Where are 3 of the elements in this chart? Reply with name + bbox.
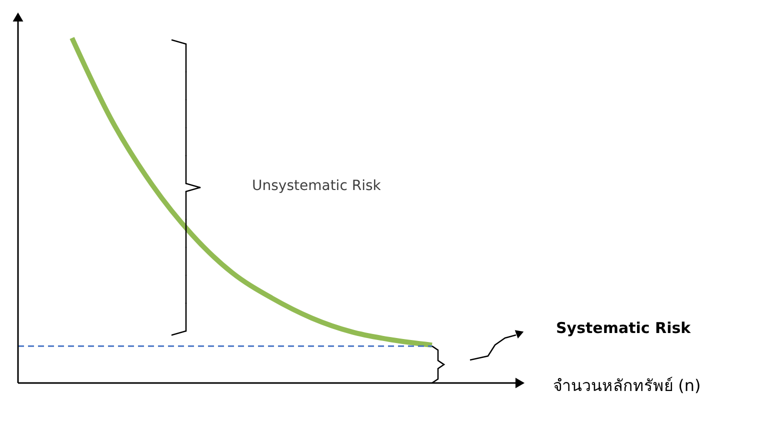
text: จำนวนหลักทรัพย์ (n) — [553, 376, 701, 395]
annotation: Unsystematic Risk — [252, 178, 382, 194]
text: Systematic Risk — [556, 319, 692, 337]
